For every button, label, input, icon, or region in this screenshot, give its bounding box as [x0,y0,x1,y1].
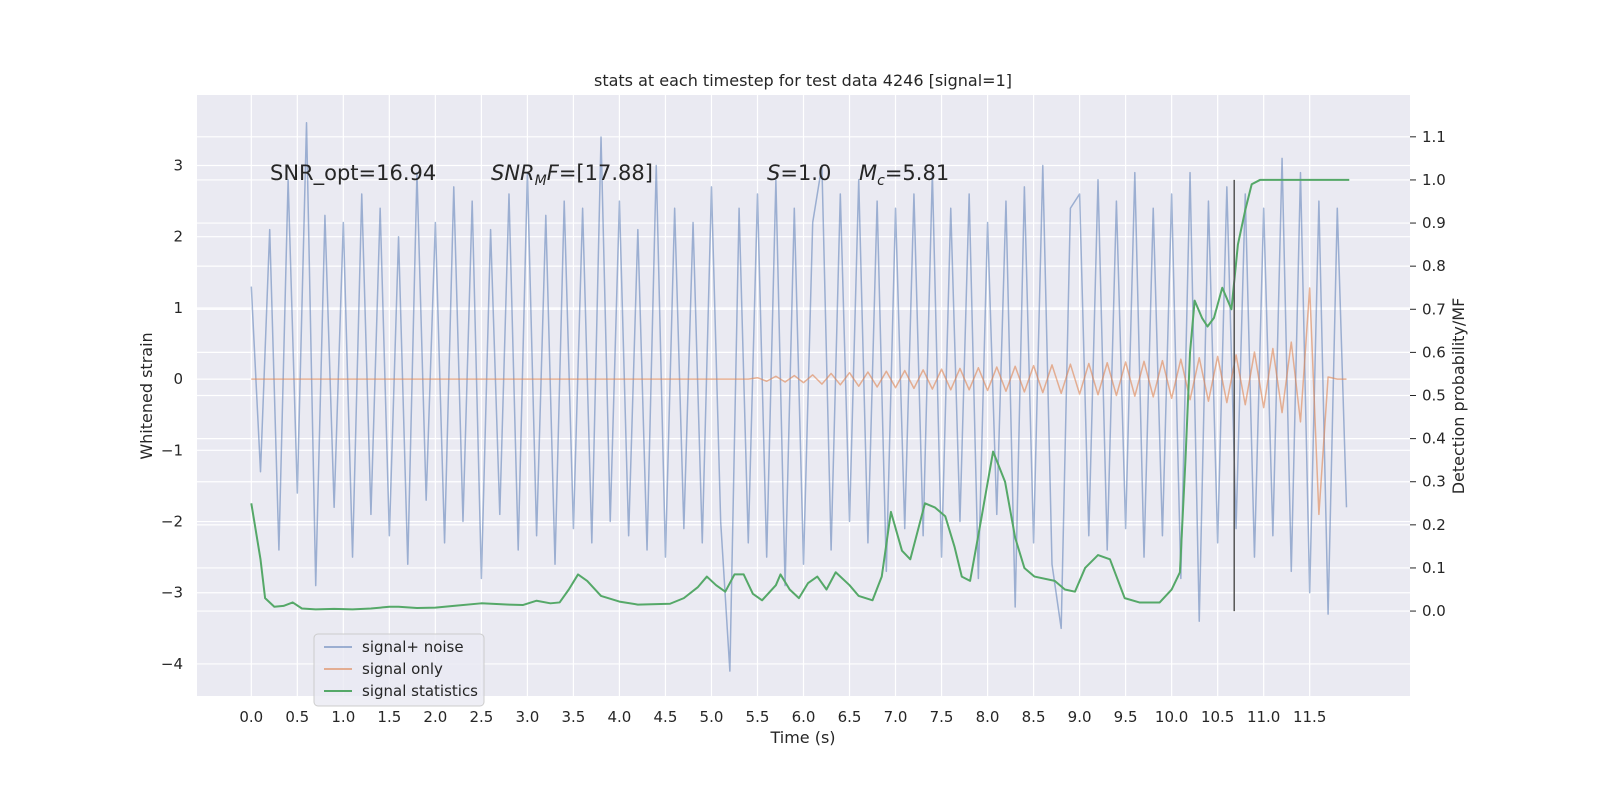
series-line [251,287,1347,516]
x-tick-label: 2.0 [423,708,447,726]
legend-box [313,633,485,707]
x-tick-label: 8.0 [976,708,1000,726]
annotation-part: M [535,173,547,189]
x-tick-label: 8.5 [1022,708,1046,726]
y-tick-label: 1 [173,299,183,317]
y2-tick-label: 1.0 [1422,171,1446,189]
annotation-part: F [547,161,560,185]
x-tick-label: 3.0 [515,708,539,726]
y-tick-label: −4 [161,655,183,673]
x-tick-label: 6.5 [838,708,862,726]
y-tick-label: −2 [161,513,183,531]
x-tick-label: 5.5 [746,708,770,726]
x-tick-label: 11.5 [1293,708,1326,726]
x-tick-label: 7.5 [930,708,954,726]
annotation-part: =1.0 [780,161,831,185]
y2-tick-label: 0.9 [1422,214,1446,232]
annotation-part: SNR [491,161,535,185]
annotation-part: M [859,161,877,185]
y2-tick-label: 0.3 [1422,473,1446,491]
chart-title: stats at each timestep for test data 424… [594,71,1012,90]
series-line [250,122,1348,672]
x-tick-label: 10.0 [1155,708,1188,726]
legend-label: signal statistics [362,682,478,700]
x-tick-label: 4.5 [654,708,678,726]
y2-tick-label: 0.6 [1422,343,1446,361]
y-tick-label: 3 [173,156,183,174]
y2-tick-label: 0.7 [1422,300,1446,318]
x-tick-label: 3.5 [561,708,585,726]
y2-tick-label: 0.8 [1422,257,1446,275]
x-tick-label: 1.0 [331,708,355,726]
legend-label: signal only [362,660,443,678]
y-tick-label: −1 [161,441,183,459]
y-tick-label: 2 [173,228,183,246]
y2-tick-label: 0.1 [1422,559,1446,577]
y-tick-label: 0 [173,370,183,388]
legend-label: signal+ noise [362,638,464,656]
annotation-part: S [767,161,780,185]
annotation: SNR_opt=16.94 [270,161,436,186]
y2-tick-label: 0.5 [1422,387,1446,405]
x-axis-label: Time (s) [769,728,835,747]
x-tick-label: 10.5 [1201,708,1234,726]
x-tick-label: 5.0 [700,708,724,726]
series-line [250,178,1350,611]
annotation: S=1.0 [767,161,831,185]
x-tick-label: 7.0 [884,708,908,726]
annotation-part: =5.81 [885,161,949,185]
y2-tick-label: 0.0 [1422,602,1446,620]
x-tick-label: 11.0 [1247,708,1280,726]
annotation-part: SNR_opt=16.94 [270,161,436,186]
annotation-part: =[17.88] [559,161,653,185]
x-tick-label: 0.5 [285,708,309,726]
x-tick-label: 0.0 [239,708,263,726]
x-tick-label: 4.0 [608,708,632,726]
y-tick-label: −3 [161,584,183,602]
y2-tick-label: 1.1 [1422,128,1446,146]
x-tick-label: 9.0 [1068,708,1092,726]
x-tick-label: 2.5 [469,708,493,726]
annotation-part: c [877,173,885,189]
x-tick-label: 9.5 [1114,708,1138,726]
y2-axis-label: Detection probability/MF [1449,298,1468,495]
annotation: Mc=5.81 [859,161,949,189]
y-axis-label: Whitened strain [137,332,156,459]
y2-tick-label: 0.2 [1422,516,1446,534]
x-tick-label: 6.0 [792,708,816,726]
annotation: SNRMF=[17.88] [491,161,653,189]
x-tick-label: 1.5 [377,708,401,726]
y2-tick-label: 0.4 [1422,430,1446,448]
